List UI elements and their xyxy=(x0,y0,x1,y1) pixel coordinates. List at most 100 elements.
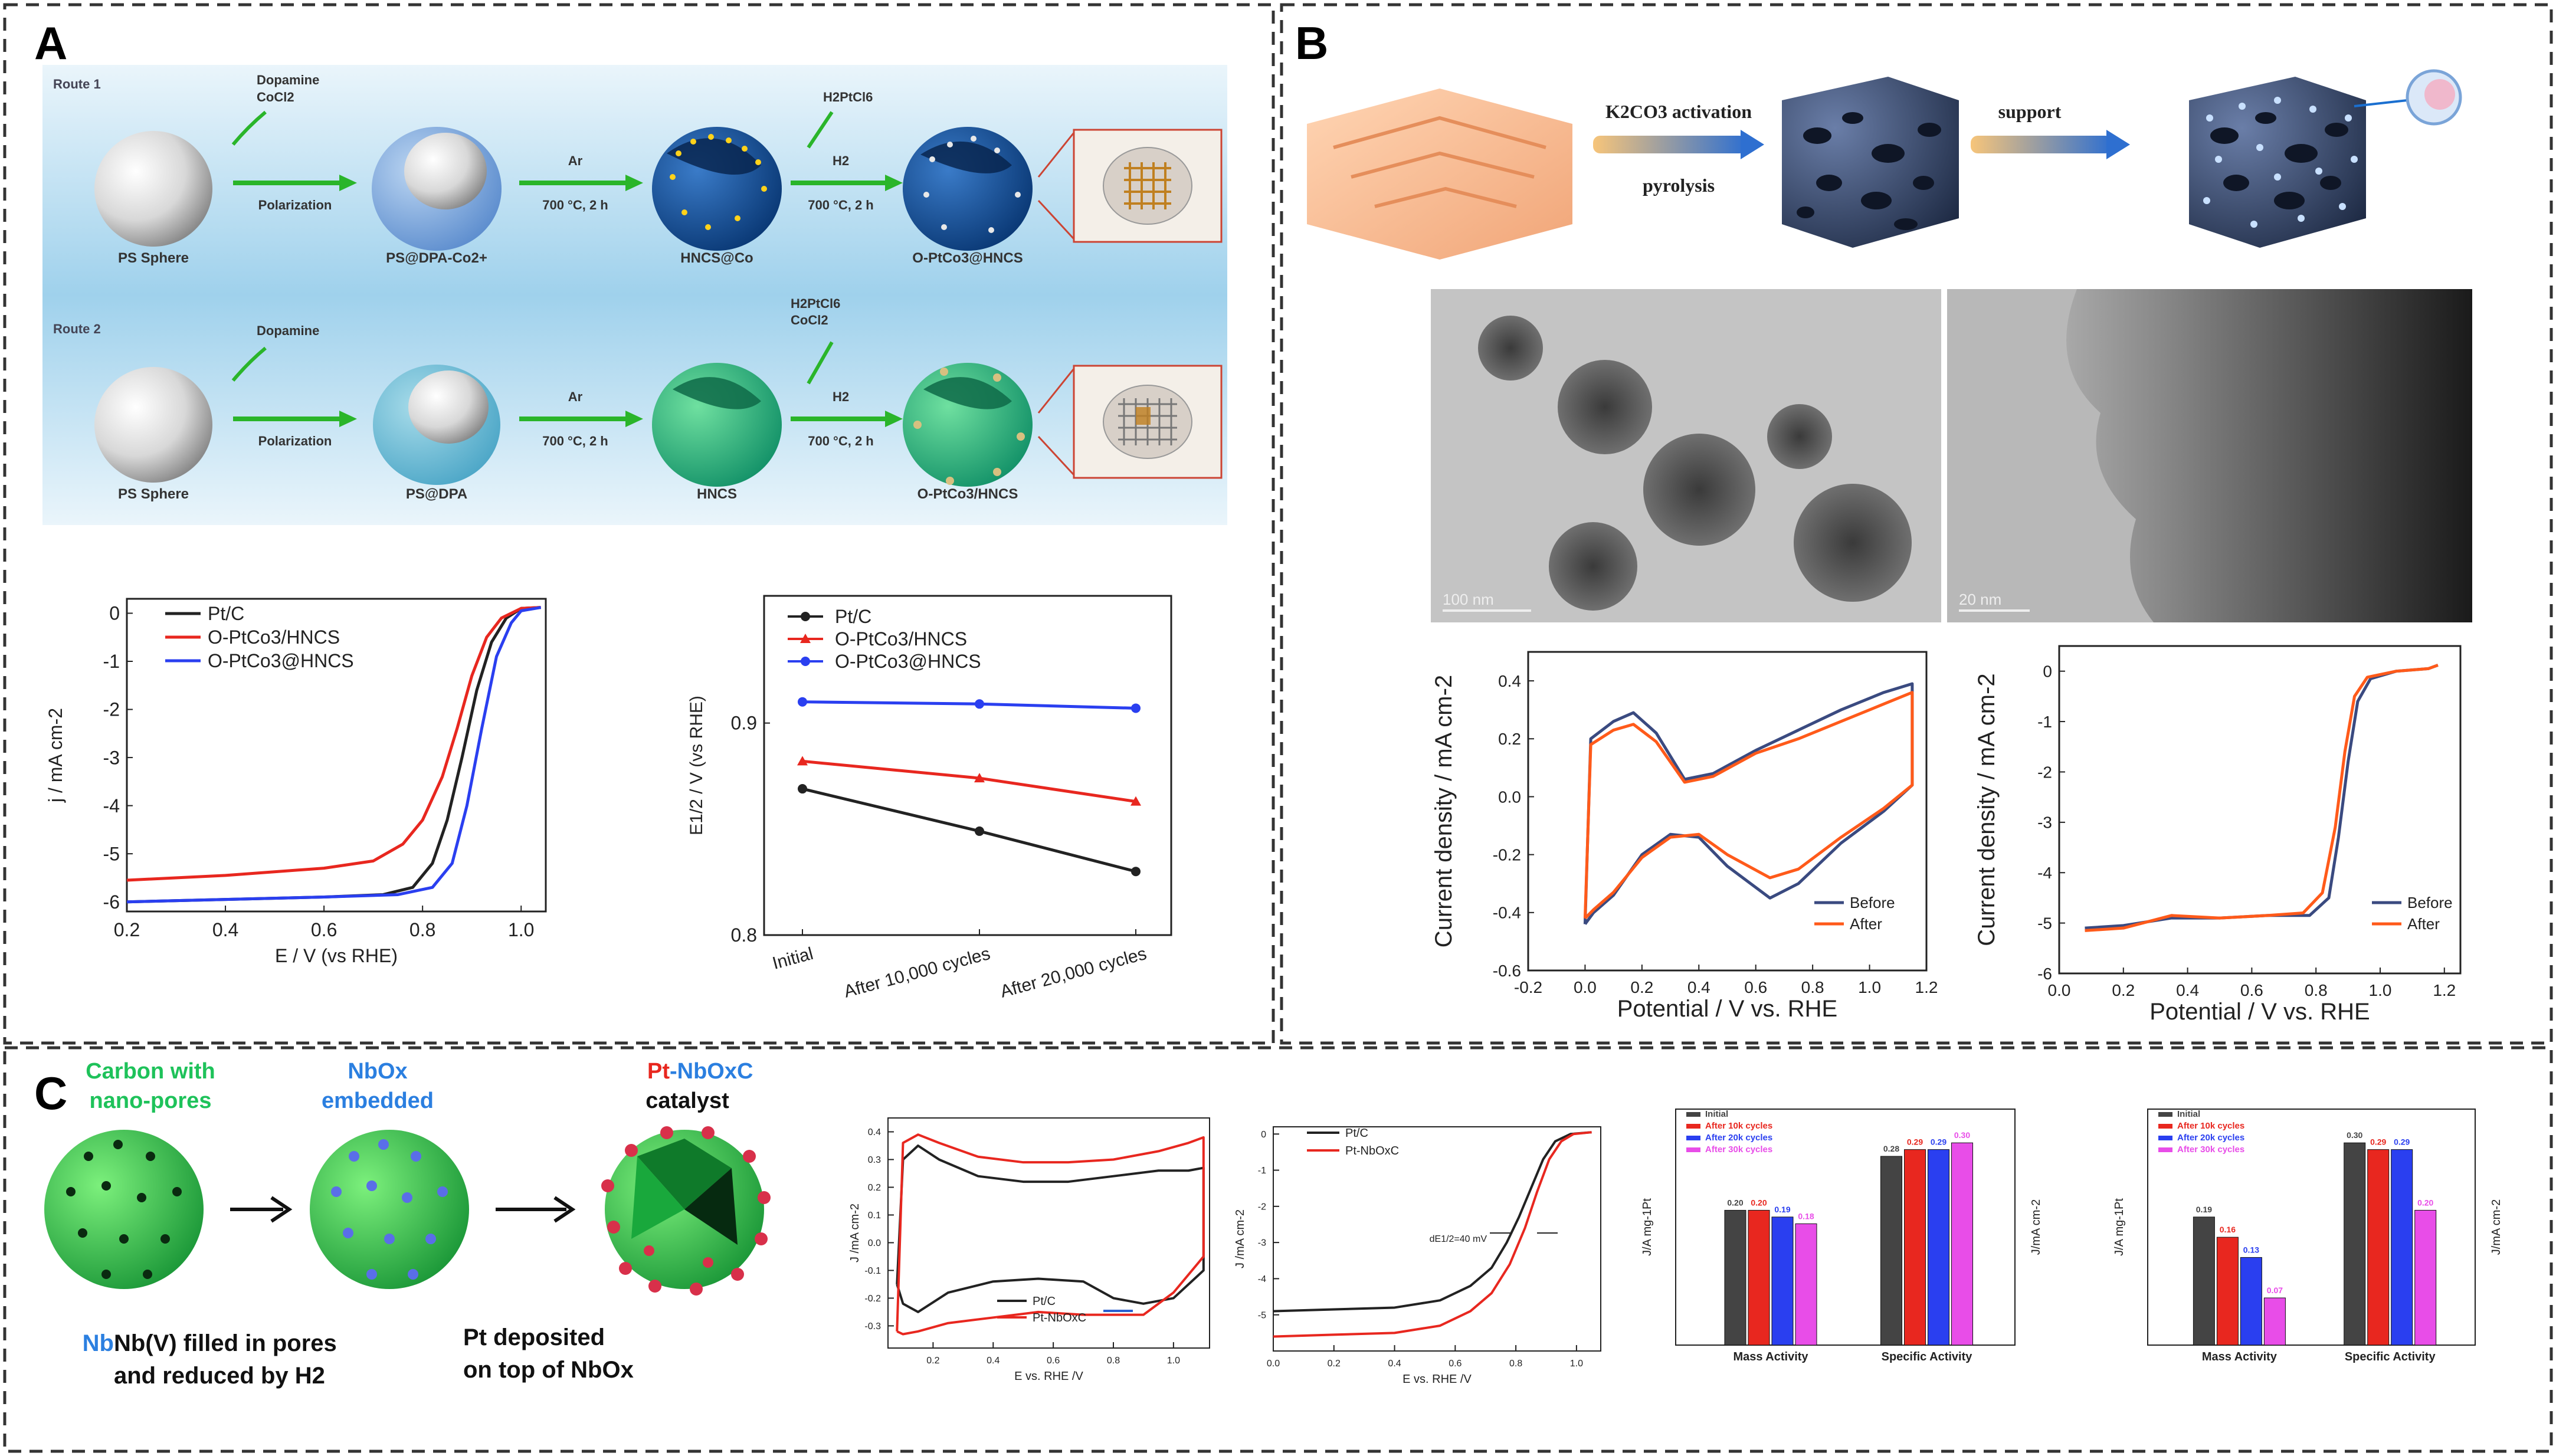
c-step1-line1: Carbon with xyxy=(86,1059,215,1084)
c-step1-line2: nano-pores xyxy=(90,1088,212,1113)
zoom-pt-cluster-2 xyxy=(1136,407,1151,425)
arrowhead-ar-2 xyxy=(625,411,643,427)
plot-frame xyxy=(1527,651,1928,972)
legend-label-1: Before xyxy=(2407,894,2453,911)
bar-2-4 xyxy=(2414,1209,2437,1346)
x-tick-label: 0.2 xyxy=(926,1356,939,1366)
bar-1-2 xyxy=(2216,1237,2239,1346)
panel-b-border xyxy=(1280,3,2553,1045)
legend-label-2: Pt-NbOxC xyxy=(1033,1311,1086,1324)
temp-label-4: 700 °C, 2 h xyxy=(808,434,874,448)
c-step3-rest: -NbOxC xyxy=(670,1059,753,1084)
x-tick-label: 0.8 xyxy=(1509,1359,1522,1369)
scheme-a: Route 1 Route 2 PS Sphere Dopamine CoCl2… xyxy=(42,65,1227,525)
panel-c-border xyxy=(3,1046,2553,1453)
hncs-co-cutaway xyxy=(667,138,761,175)
x-category-label: Initial xyxy=(771,944,815,973)
bar-data-label: 0.13 xyxy=(2243,1245,2259,1254)
legend-label-2: O-PtCo3/HNCS xyxy=(835,628,967,650)
y-tick-label: -5 xyxy=(103,843,120,864)
psdpa-label: PS@DPA xyxy=(406,486,467,502)
x-tick-label: 0.6 xyxy=(2240,981,2263,999)
x-tick-label: 1.0 xyxy=(1167,1356,1180,1366)
r1-dopamine: Dopamine xyxy=(257,73,319,87)
bar-2-1 xyxy=(1880,1156,1902,1346)
legend-label-2: O-PtCo3/HNCS xyxy=(208,627,340,648)
series-marker xyxy=(974,773,985,783)
support-arrow xyxy=(1971,136,2112,153)
legend-label-2: After xyxy=(2407,915,2440,933)
y-tick-label: -3 xyxy=(103,747,120,768)
x-category-label: Specific Activity xyxy=(2345,1350,2436,1363)
ar-label-2: Ar xyxy=(568,389,583,404)
r2-ptcl-curved-arrow xyxy=(807,341,834,385)
chart-c-cv: 0.2 0.4 0.6 0.8 1.0 0.4 0.3 0.2 0.1 0.0 -0.1 -0.2 -0… xyxy=(848,1117,1210,1383)
x-tick-label: 0.6 xyxy=(1047,1356,1060,1366)
legend-swatch-4 xyxy=(2158,1147,2172,1152)
series-line-1 xyxy=(896,1144,1205,1313)
x-category-label: Mass Activity xyxy=(2202,1350,2278,1363)
tem-image-2-bg xyxy=(1947,289,2154,622)
arrowhead-polarization-1 xyxy=(339,175,357,191)
panel-a-label: A xyxy=(34,17,67,69)
h2ptcl6-label-1: H2PtCl6 xyxy=(823,90,873,104)
panel-a-border xyxy=(3,3,1275,1045)
legend-swatch-3 xyxy=(2158,1136,2172,1140)
c-sphere-1-pores xyxy=(66,1140,182,1279)
particle-callout-core xyxy=(2424,79,2455,110)
temp-label-2: 700 °C, 2 h xyxy=(808,198,874,212)
x-axis-label: E / V (vs RHE) xyxy=(275,945,398,966)
chart-b-lsv: 0.0 0.2 0.4 0.6 0.8 1.0 1.2 0 -1 -2 -3 -4 -5 -6 Potent… xyxy=(1974,645,2462,1025)
c-cap1-nb: Nb xyxy=(83,1330,114,1356)
legend-swatch-2 xyxy=(2158,1124,2172,1129)
bar-data-label: 0.16 xyxy=(2220,1225,2236,1234)
bar-1-1 xyxy=(1724,1209,1746,1346)
zoom-line-2a xyxy=(1037,368,1075,414)
x-tick-label: 0.6 xyxy=(1449,1359,1461,1369)
temp-label-1: 700 °C, 2 h xyxy=(542,198,608,212)
bar-data-label: 0.19 xyxy=(1774,1205,1790,1214)
bar-data-label: 0.28 xyxy=(1883,1144,1899,1153)
series-marker xyxy=(975,699,984,709)
c-step2-line2: embedded xyxy=(322,1088,434,1113)
bar-1-4 xyxy=(1795,1223,1817,1346)
bar-2-3 xyxy=(2391,1149,2413,1346)
scheme-a-background xyxy=(42,65,1227,525)
x-tick-label: 1.2 xyxy=(2433,981,2456,999)
support-arrowhead xyxy=(2106,130,2130,159)
y-tick-label: 0.8 xyxy=(731,924,757,946)
bar-data-label: 0.07 xyxy=(2267,1286,2283,1295)
y-tick-label: -3 xyxy=(2037,814,2052,832)
x-tick-label: 0.2 xyxy=(2112,981,2135,999)
scheme-b: K2CO3 activation pyrolysis support 100 n… xyxy=(1307,69,2472,622)
ar-label-1: Ar xyxy=(568,153,583,168)
route-1-label: Route 1 xyxy=(53,77,101,91)
series-line-2 xyxy=(126,606,541,882)
chart-b-cv: -0.2 0.0 0.2 0.4 0.6 0.8 1.0 1.20.40.20.0-0.2-0… xyxy=(1431,651,1938,1022)
y-tick-label: 0.3 xyxy=(868,1155,881,1165)
x-tick-label: 0.2 xyxy=(1328,1359,1341,1369)
c-sphere-1 xyxy=(44,1130,204,1289)
y-tick-label: -2 xyxy=(103,699,120,720)
legend-label-2: Pt-NbOxC xyxy=(1345,1145,1399,1157)
route-2-label: Route 2 xyxy=(53,322,101,336)
y-tick-label: -5 xyxy=(2037,914,2052,932)
x-tick-label: 0.4 xyxy=(1687,978,1710,996)
legend-label-1: Before xyxy=(1850,894,1895,911)
legend-label-1: Pt/C xyxy=(1033,1295,1056,1308)
y-tick-label: -6 xyxy=(2037,965,2052,983)
optco-at-dots xyxy=(923,136,1021,233)
x-tick-label: 1.0 xyxy=(1858,978,1881,996)
zoom-line-2b xyxy=(1037,435,1075,476)
series-line-2 xyxy=(1583,691,1914,920)
bar-data-label: 0.29 xyxy=(1907,1137,1923,1147)
series-line-1 xyxy=(1583,682,1914,925)
porous-carbon-cube xyxy=(1782,77,1959,248)
legend-label-3: After 20k cycles xyxy=(1705,1133,1772,1143)
wood-block xyxy=(1307,88,1572,260)
bar-2-3 xyxy=(1928,1149,1949,1346)
tem-scale-2: 20 nm xyxy=(1959,591,2001,608)
zoom-lattice-1 xyxy=(1124,162,1171,209)
y-axis-label: Current density / mA cm-2 xyxy=(1974,673,2000,946)
